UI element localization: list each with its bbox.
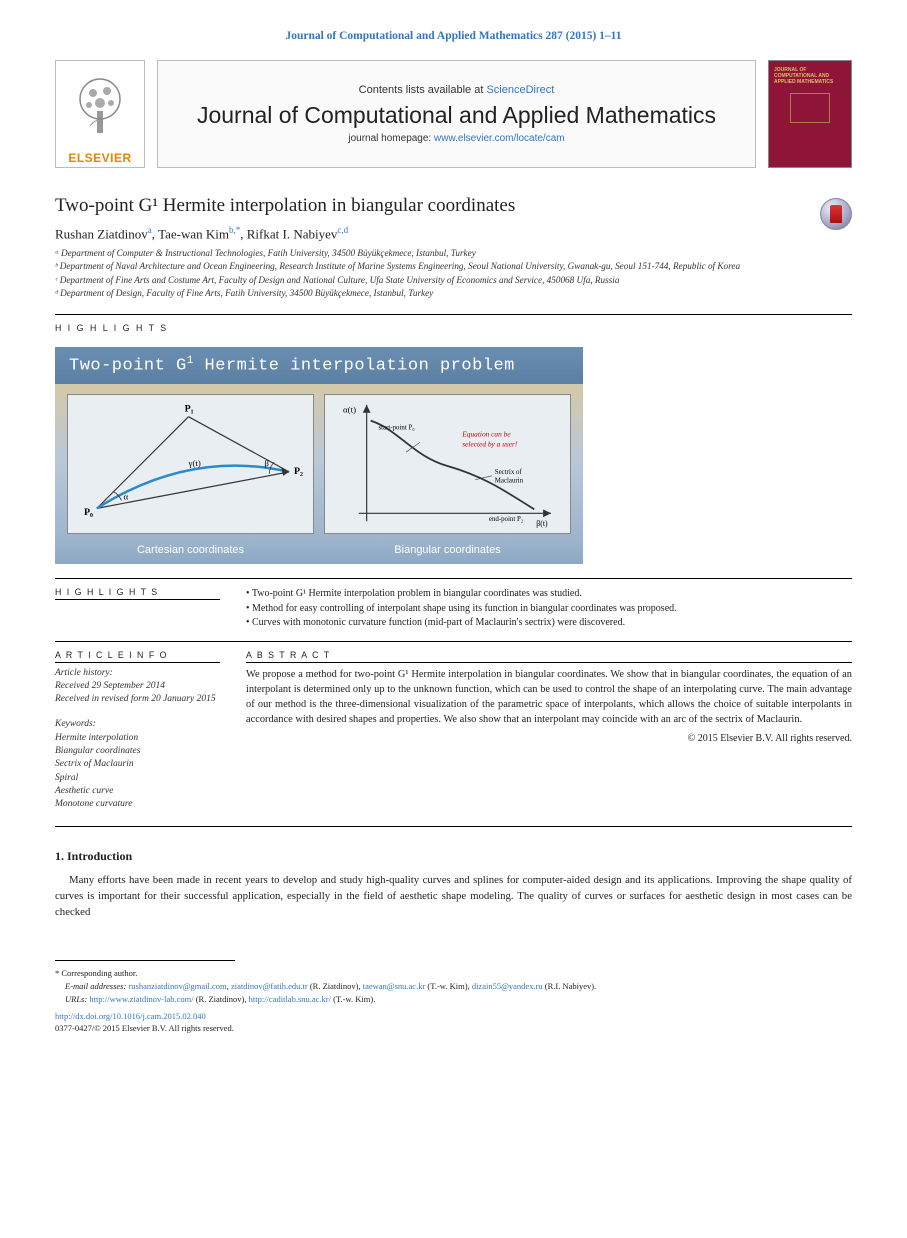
ga-title: Two-point G1 Hermite interpolation probl…	[55, 347, 583, 384]
email-link-1b[interactable]: ziatdinov@fatih.edu.tr	[231, 981, 308, 991]
svg-text:P₁: P₁	[185, 404, 194, 415]
section-1-body: Many efforts have been made in recent ye…	[55, 872, 852, 921]
homepage-line: journal homepage: www.elsevier.com/locat…	[348, 133, 564, 144]
journal-name: Journal of Computational and Applied Mat…	[197, 102, 716, 128]
email-link-2[interactable]: taewan@snu.ac.kr	[363, 981, 426, 991]
keywords-list: Hermite interpolation Biangular coordina…	[55, 732, 220, 812]
svg-text:selected by a user!: selected by a user!	[462, 439, 518, 448]
header-citation: Journal of Computational and Applied Mat…	[55, 30, 852, 42]
footnotes: * Corresponding author. E-mail addresses…	[55, 967, 852, 1005]
email-link-1[interactable]: rushanziatdinov@gmail.com	[128, 981, 226, 991]
sciencedirect-link[interactable]: ScienceDirect	[486, 84, 554, 96]
ga-right-panel: α(t) β(t) start-point P₀ Equation can be…	[324, 394, 571, 534]
authors-line: Rushan Ziatdinova, Tae-wan Kimb,*, Rifka…	[55, 225, 790, 242]
doi-link[interactable]: http://dx.doi.org/10.1016/j.cam.2015.02.…	[55, 1011, 206, 1021]
svg-text:Equation can be: Equation can be	[461, 429, 511, 438]
svg-text:Maclaurin: Maclaurin	[495, 478, 524, 485]
svg-text:P₀: P₀	[84, 507, 93, 518]
ga-left-panel: P₀ P₁ P₂ α β γ(t)	[67, 394, 314, 534]
url-link-2[interactable]: http://caditlab.snu.ac.kr/	[249, 994, 331, 1004]
svg-text:β(t): β(t)	[536, 519, 548, 528]
homepage-link[interactable]: www.elsevier.com/locate/cam	[434, 133, 565, 144]
keywords-head: Keywords:	[55, 718, 220, 731]
section-1-head: 1. Introduction	[55, 849, 852, 864]
elsevier-label: ELSEVIER	[68, 151, 131, 165]
svg-text:α: α	[123, 492, 128, 502]
svg-text:α(t): α(t)	[343, 405, 356, 415]
abstract-text: We propose a method for two-point G¹ Her…	[246, 667, 852, 727]
ga-left-caption: Cartesian coordinates	[67, 544, 314, 556]
ga-right-caption: Biangular coordinates	[324, 544, 571, 556]
svg-text:γ(t): γ(t)	[188, 458, 201, 468]
graphical-abstract: Two-point G1 Hermite interpolation probl…	[55, 347, 583, 564]
svg-text:start-point P₀: start-point P₀	[379, 425, 416, 432]
abstract-copyright: © 2015 Elsevier B.V. All rights reserved…	[246, 733, 852, 744]
article-history: Article history: Received 29 September 2…	[55, 667, 220, 707]
abstract-head: a b s t r a c t	[246, 650, 852, 663]
svg-text:P₂: P₂	[294, 466, 303, 477]
elsevier-logo: ELSEVIER	[55, 60, 145, 168]
graphical-abstract-head: h i g h l i g h t s	[55, 323, 852, 335]
crossmark-icon[interactable]	[820, 198, 852, 230]
affiliations: ᵃ Department of Computer & Instructional…	[55, 247, 790, 300]
elsevier-tree-icon	[56, 61, 144, 151]
email-link-3[interactable]: dizain55@yandex.ru	[472, 981, 543, 991]
journal-cover-thumb: JOURNAL OF COMPUTATIONAL AND APPLIED MAT…	[768, 60, 852, 168]
article-info-head: a r t i c l e i n f o	[55, 650, 220, 663]
svg-text:β: β	[264, 458, 269, 468]
svg-text:end-point P₂: end-point P₂	[489, 516, 524, 523]
highlights-text: • Two-point G¹ Hermite interpolation pro…	[246, 587, 852, 631]
doi-block: http://dx.doi.org/10.1016/j.cam.2015.02.…	[55, 1011, 852, 1035]
paper-title: Two-point G¹ Hermite interpolation in bi…	[55, 194, 790, 219]
contents-line: Contents lists available at ScienceDirec…	[359, 84, 555, 96]
highlights-head: h i g h l i g h t s	[55, 587, 220, 600]
svg-text:Sectrix of: Sectrix of	[495, 469, 523, 476]
url-link-1[interactable]: http://www.ziatdinov-lab.com/	[89, 994, 193, 1004]
journal-banner: ELSEVIER Contents lists available at Sci…	[55, 60, 852, 168]
banner-center: Contents lists available at ScienceDirec…	[157, 60, 756, 168]
